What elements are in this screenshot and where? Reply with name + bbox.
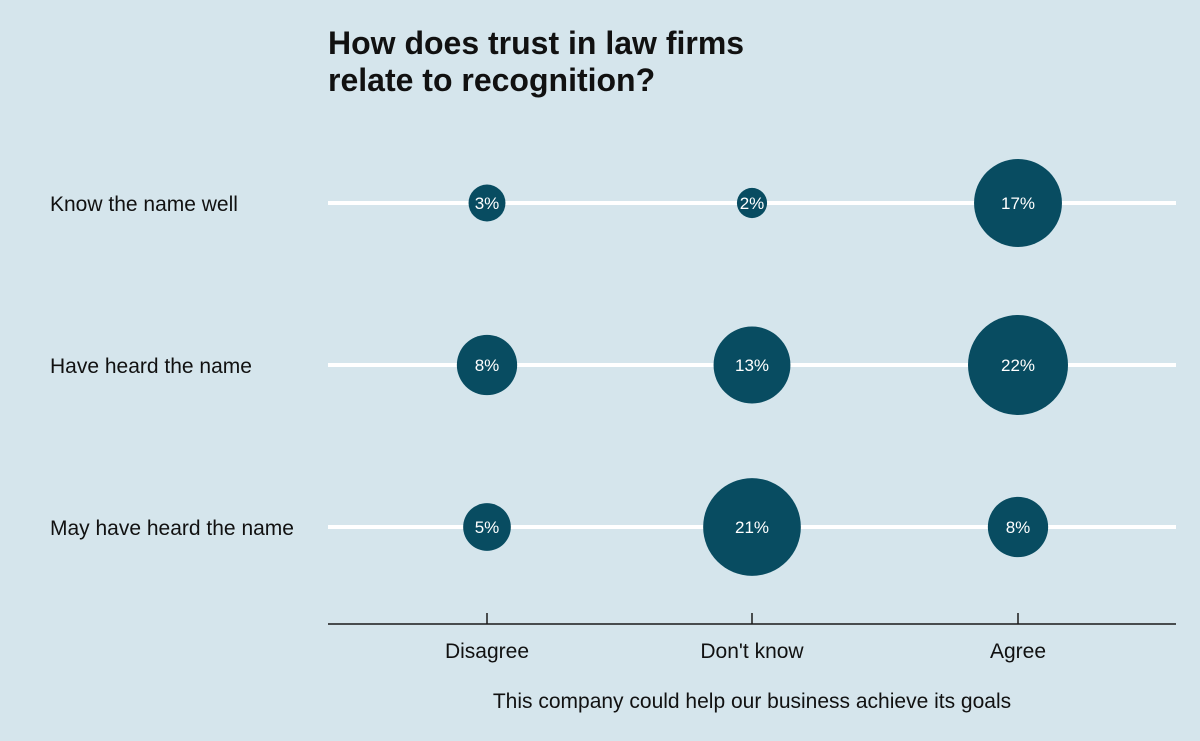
chart-title-line: How does trust in law firms: [328, 25, 744, 61]
chart-title-line: relate to recognition?: [328, 62, 655, 98]
bubble-value-label: 13%: [735, 356, 769, 375]
bubble: [463, 503, 511, 551]
bubble: [468, 184, 506, 222]
x-axis: Disagree Don't know Agree: [328, 613, 1176, 663]
bubble-value-label: 21%: [735, 518, 769, 537]
bubble: [987, 496, 1049, 558]
bubbles: 3% 2% 17% 8% 13% 22% 5% 21% 8%: [456, 159, 1068, 576]
x-tick-label: Agree: [990, 640, 1046, 663]
bubble-value-label: 8%: [1006, 518, 1031, 537]
x-tick-label: Disagree: [445, 640, 529, 663]
row-label: Know the name well: [50, 193, 238, 216]
bubble-point: 22%: [968, 315, 1068, 415]
x-tick-label: Don't know: [700, 640, 804, 663]
row-label: Have heard the name: [50, 355, 252, 378]
bubble-value-label: 5%: [475, 518, 500, 537]
x-axis-label: This company could help our business ach…: [493, 690, 1011, 713]
bubble: [703, 478, 801, 576]
chart-title: How does trust in law firms relate to re…: [328, 25, 744, 98]
bubble-value-label: 2%: [740, 194, 765, 213]
bubble-point: 3%: [468, 184, 506, 222]
bubble-value-label: 17%: [1001, 194, 1035, 213]
bubble: [968, 315, 1068, 415]
bubble: [974, 159, 1062, 247]
row-labels: Know the name well Have heard the name May…: [50, 193, 294, 540]
bubble-value-label: 22%: [1001, 356, 1035, 375]
bubble-point: 5%: [463, 503, 511, 551]
bubble-value-label: 3%: [475, 194, 500, 213]
bubble-point: 21%: [703, 478, 801, 576]
bubble: [713, 326, 791, 404]
bubble-value-label: 8%: [475, 356, 500, 375]
bubble-point: 8%: [456, 334, 518, 396]
bubble-point: 17%: [974, 159, 1062, 247]
bubble-point: 13%: [713, 326, 791, 404]
bubble: [736, 187, 768, 219]
bubble: [456, 334, 518, 396]
bubble-point: 2%: [736, 187, 768, 219]
bubble-point: 8%: [987, 496, 1049, 558]
row-label: May have heard the name: [50, 517, 294, 540]
